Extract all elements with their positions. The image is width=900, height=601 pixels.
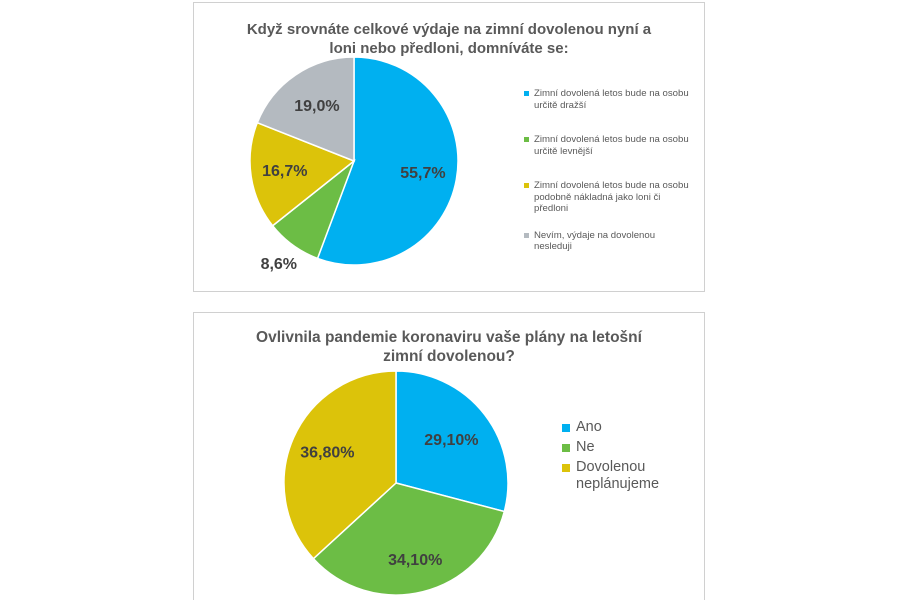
- legend-label: Zimní dovolená letos bude na osobu podob…: [534, 180, 689, 214]
- legend-swatch: [562, 444, 570, 452]
- pie-slice: [283, 370, 397, 560]
- pie-data-label: 55,7%: [400, 165, 445, 182]
- legend-label: Zimní dovolená letos bude na osobu určit…: [534, 88, 689, 111]
- legend-item: Zimní dovolená letos bude na osobu podob…: [524, 180, 692, 215]
- chart-title: Ovlivnila pandemie koronaviru vaše plány…: [256, 329, 642, 365]
- pie-data-label: 8,6%: [261, 256, 297, 273]
- legend-item: Zimní dovolená letos bude na osobu určit…: [524, 88, 692, 111]
- legend-swatch: [524, 183, 529, 188]
- chart-panel-winter-spending: Když srovnáte celkové výdaje na zimní do…: [193, 2, 705, 292]
- pie-data-label: 34,10%: [388, 552, 442, 569]
- pie-data-label: 36,80%: [300, 444, 354, 461]
- pie-chart-pandemic-impact: 29,10% 34,10% 36,80%: [283, 370, 509, 596]
- legend-pandemic-impact: Ano Ne Dovolenou neplánujeme: [562, 419, 702, 496]
- pie-slice: [256, 56, 355, 163]
- pie-slice: [249, 121, 356, 227]
- legend-label: Nevím, výdaje na dovolenou nesleduji: [534, 229, 656, 253]
- pie-slice: [312, 482, 506, 596]
- legend-swatch: [562, 424, 570, 432]
- legend-swatch: [524, 232, 529, 238]
- legend-label: Ne: [576, 439, 595, 455]
- legend-winter-spending: Zimní dovolená letos bude na osobu určit…: [524, 88, 692, 274]
- pie-data-label: 29,10%: [424, 432, 478, 449]
- chart-panel-pandemic-impact: Ovlivnila pandemie koronaviru vaše plány…: [193, 312, 705, 600]
- legend-label: Dovolenou neplánujeme: [576, 459, 660, 492]
- legend-label: Zimní dovolená letos bude na osobu určit…: [534, 134, 689, 157]
- legend-swatch: [524, 91, 529, 96]
- legend-item: Ano: [562, 419, 702, 436]
- legend-item: Dovolenou neplánujeme: [562, 459, 702, 493]
- pie-chart-winter-spending: 55,7% 8,6% 16,7% 19,0%: [249, 56, 459, 273]
- pie-slice: [316, 56, 459, 266]
- legend-swatch: [562, 464, 570, 472]
- pie-slice: [395, 370, 509, 513]
- pie-data-label: 16,7%: [262, 163, 307, 180]
- legend-item: Zimní dovolená letos bude na osobu určit…: [524, 134, 692, 157]
- legend-swatch: [524, 137, 529, 142]
- legend-item: Nevím, výdaje na dovolenou nesleduji: [524, 230, 692, 253]
- legend-item: Ne: [562, 439, 702, 456]
- pie-data-label: 19,0%: [294, 98, 339, 115]
- chart-title: Když srovnáte celkové výdaje na zimní do…: [246, 21, 652, 57]
- legend-label: Ano: [576, 419, 602, 435]
